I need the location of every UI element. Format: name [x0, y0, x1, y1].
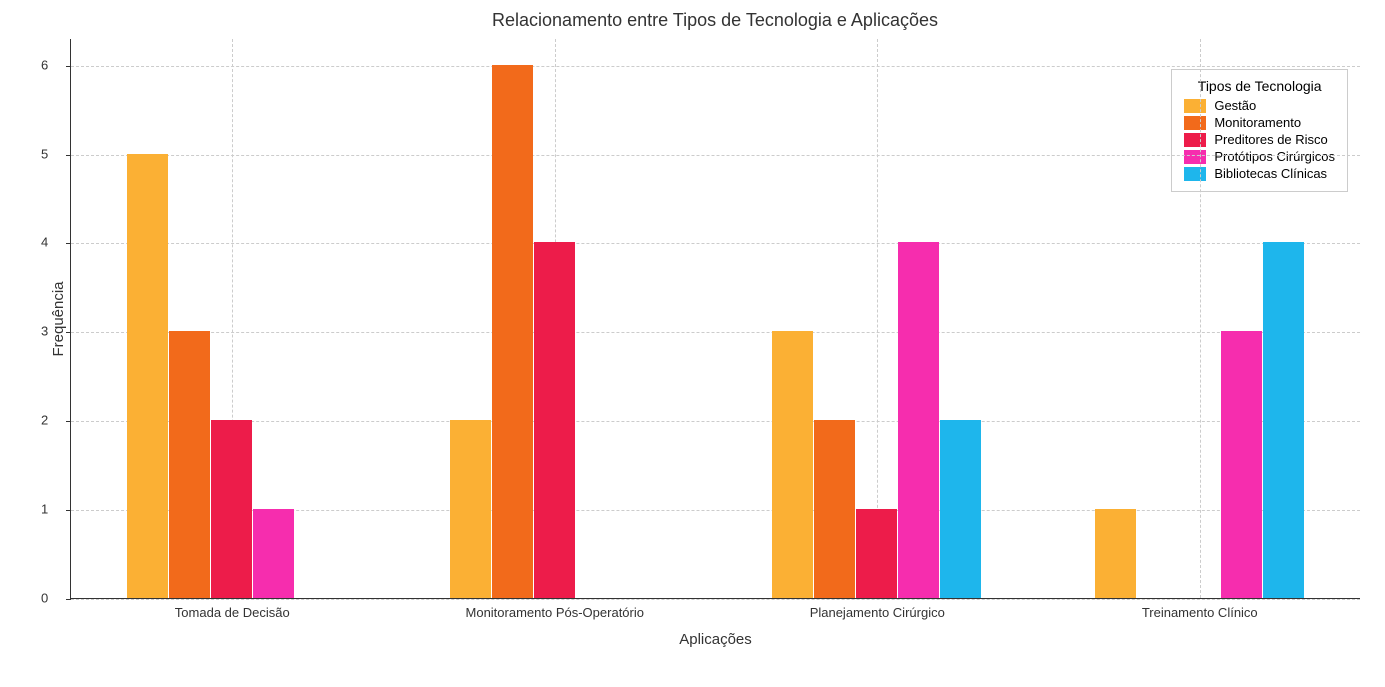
- bar: [1095, 509, 1136, 598]
- legend-item: Preditores de Risco: [1184, 132, 1335, 147]
- x-tick-label: Tomada de Decisão: [175, 605, 290, 620]
- x-tick-label: Monitoramento Pós-Operatório: [466, 605, 644, 620]
- y-tick-label: 6: [41, 57, 48, 72]
- gridline-horizontal: [71, 332, 1360, 333]
- bar: [253, 509, 294, 598]
- legend-swatch: [1184, 133, 1206, 147]
- gridline-horizontal: [71, 155, 1360, 156]
- legend-label: Gestão: [1214, 98, 1256, 113]
- bar: [940, 420, 981, 598]
- x-axis-label: Aplicações: [679, 631, 752, 648]
- chart-title: Relacionamento entre Tipos de Tecnologia…: [70, 10, 1360, 31]
- y-tick-mark: [66, 332, 71, 333]
- legend-swatch: [1184, 99, 1206, 113]
- gridline-horizontal: [71, 66, 1360, 67]
- gridline-horizontal: [71, 243, 1360, 244]
- y-tick-label: 0: [41, 591, 48, 606]
- x-tick-label: Treinamento Clínico: [1142, 605, 1258, 620]
- bar: [450, 420, 491, 598]
- y-tick-label: 1: [41, 502, 48, 517]
- legend-item: Bibliotecas Clínicas: [1184, 166, 1335, 181]
- y-tick-mark: [66, 66, 71, 67]
- x-tick-label: Planejamento Cirúrgico: [810, 605, 945, 620]
- y-tick-label: 5: [41, 146, 48, 161]
- legend-swatch: [1184, 150, 1206, 164]
- legend-swatch: [1184, 167, 1206, 181]
- legend: Tipos de Tecnologia Gestão Monitoramento P…: [1171, 69, 1348, 192]
- y-tick-label: 4: [41, 235, 48, 250]
- y-axis-label: Frequência: [50, 281, 67, 356]
- bar: [1263, 242, 1304, 598]
- legend-item: Protótipos Cirúrgicos: [1184, 149, 1335, 164]
- y-tick-mark: [66, 599, 71, 600]
- legend-item: Monitoramento: [1184, 115, 1335, 130]
- bar: [211, 420, 252, 598]
- bar: [814, 420, 855, 598]
- plot-area: Frequência Aplicações Tipos de Tecnologi…: [70, 39, 1360, 599]
- bar: [492, 65, 533, 598]
- y-tick-label: 2: [41, 413, 48, 428]
- bar: [534, 242, 575, 598]
- legend-title: Tipos de Tecnologia: [1184, 78, 1335, 94]
- bar: [127, 154, 168, 598]
- legend-swatch: [1184, 116, 1206, 130]
- bar: [772, 331, 813, 598]
- legend-label: Bibliotecas Clínicas: [1214, 166, 1327, 181]
- legend-label: Monitoramento: [1214, 115, 1301, 130]
- y-tick-mark: [66, 243, 71, 244]
- gridline-horizontal: [71, 421, 1360, 422]
- bar: [1221, 331, 1262, 598]
- gridline-horizontal: [71, 599, 1360, 600]
- bar: [856, 509, 897, 598]
- bar: [169, 331, 210, 598]
- gridline-vertical: [1200, 39, 1201, 598]
- y-tick-mark: [66, 421, 71, 422]
- legend-label: Preditores de Risco: [1214, 132, 1327, 147]
- y-tick-mark: [66, 155, 71, 156]
- bar: [898, 242, 939, 598]
- legend-item: Gestão: [1184, 98, 1335, 113]
- y-tick-mark: [66, 510, 71, 511]
- legend-label: Protótipos Cirúrgicos: [1214, 149, 1335, 164]
- y-tick-label: 3: [41, 324, 48, 339]
- chart-container: Relacionamento entre Tipos de Tecnologia…: [70, 10, 1360, 650]
